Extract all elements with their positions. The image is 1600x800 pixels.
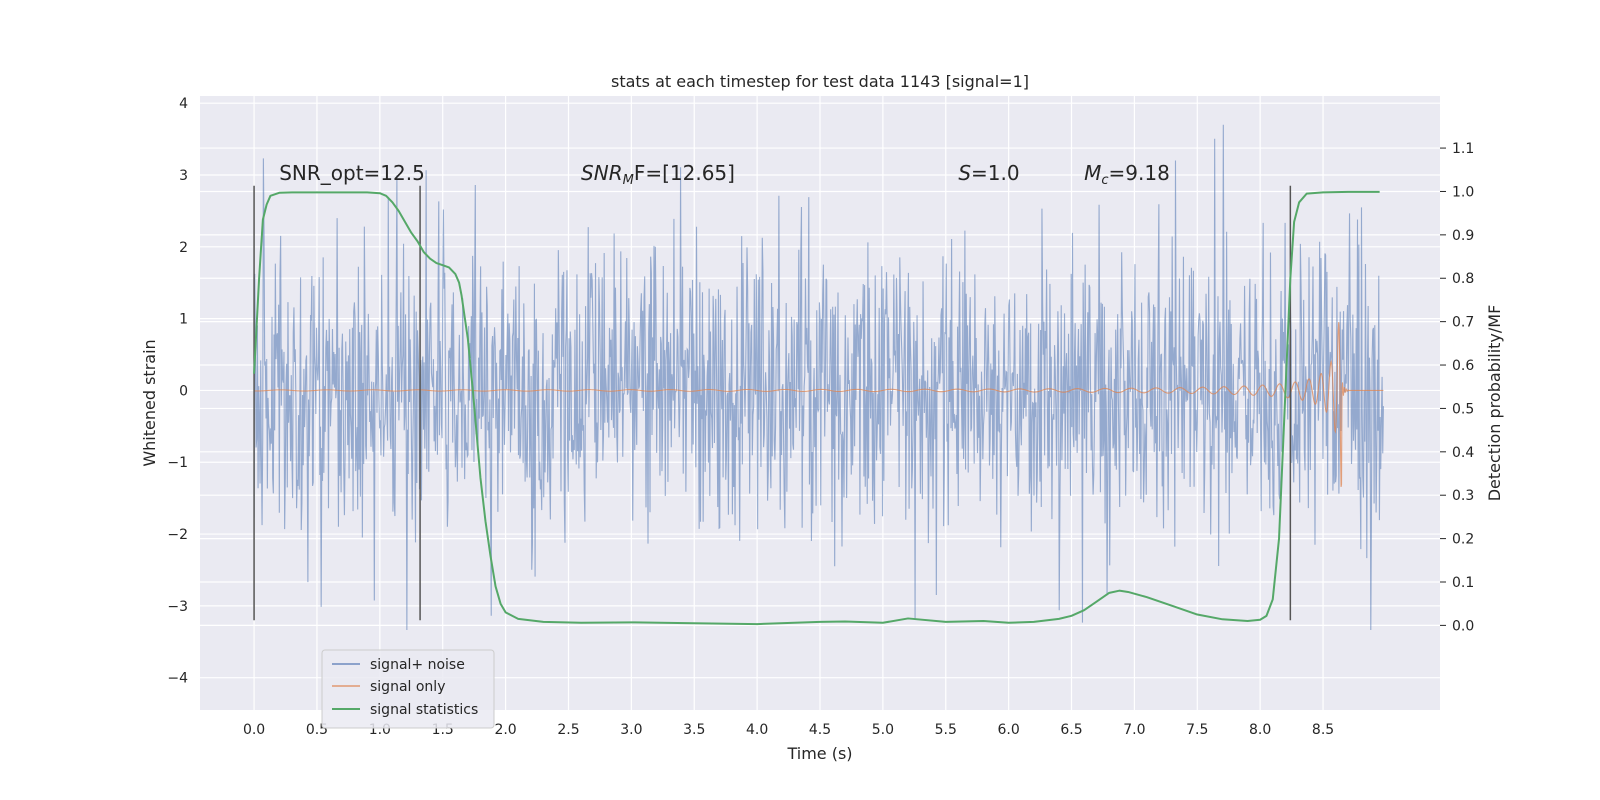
x-tick-label: 8.0: [1249, 722, 1271, 738]
x-tick-label: 5.5: [935, 722, 957, 738]
y2-tick-label: 0.8: [1452, 271, 1474, 287]
vertical-markers: [253, 185, 1292, 621]
annotation-mc: Mc=9.18: [1084, 161, 1170, 188]
x-tick-label: 3.5: [683, 722, 705, 738]
y2-tick-label: 0.1: [1452, 575, 1474, 591]
x-tick-label: 6.5: [1060, 722, 1082, 738]
x-tick-label: 3.0: [620, 722, 642, 738]
annotation-s: S=1.0: [958, 161, 1019, 185]
x-tick-label: 0.0: [243, 722, 265, 738]
statistics-trace: [253, 190, 1380, 626]
y-tick-label: −1: [167, 455, 188, 471]
y-tick-label: −3: [167, 599, 188, 615]
series-signal-plus-noise: [253, 124, 1384, 630]
plot-area: [200, 96, 1440, 710]
y2-tick-label: 0.9: [1452, 228, 1474, 244]
y-axis-label: Whitened strain: [140, 339, 159, 466]
y2-tick-label: 0.2: [1452, 532, 1474, 548]
series-signal-statistics: [253, 190, 1380, 626]
y2-tick-label: 1.1: [1452, 141, 1474, 157]
y2-tick-label: 0.5: [1452, 401, 1474, 417]
legend-box: [321, 649, 495, 729]
x-tick-label: 4.5: [809, 722, 831, 738]
y-tick-label: 3: [179, 168, 188, 184]
x-tick-label: 4.0: [746, 722, 768, 738]
y-tick-label: 0: [179, 383, 188, 399]
y-tick-label: 2: [179, 240, 188, 256]
x-tick-label: 2.5: [557, 722, 579, 738]
y-axis-ticks: −4 −3 −2 −1 0 1 2 3 4: [167, 96, 188, 687]
y2-tick-label: 0.4: [1452, 445, 1474, 461]
y2-axis-label: Detection probability/MF: [1485, 305, 1504, 502]
legend-label-signal-only: signal only: [370, 679, 445, 695]
y2-tick-label: 0.7: [1452, 315, 1474, 331]
annotation-snr-mf: SNRMF=[12.65]: [581, 161, 735, 188]
x-tick-label: 7.0: [1123, 722, 1145, 738]
legend-label-signal-statistics: signal statistics: [370, 702, 478, 718]
y-tick-label: −4: [167, 671, 188, 687]
x-tick-label: 7.5: [1186, 722, 1208, 738]
x-tick-label: 5.0: [872, 722, 894, 738]
series-signal-only: [254, 322, 1384, 488]
noise-trace: [253, 124, 1384, 630]
signal-trace: [254, 322, 1384, 488]
x-tick-label: 2.0: [494, 722, 516, 738]
y-tick-label: −2: [167, 527, 188, 543]
y-tick-label: 4: [179, 96, 188, 112]
x-axis-label: Time (s): [786, 744, 852, 763]
legend-label-signal-plus-noise: signal+ noise: [370, 657, 465, 673]
legend: signal+ noise signal only signal statist…: [321, 649, 495, 729]
y2-tick-label: 0.6: [1452, 358, 1474, 374]
chart-title: stats at each timestep for test data 114…: [611, 72, 1029, 91]
x-tick-label: 8.5: [1312, 722, 1334, 738]
annotation-snr-opt: SNR_opt=12.5: [279, 161, 425, 185]
y2-tick-label: 0.0: [1452, 618, 1474, 634]
y2-axis-ticks: 0.0 0.1 0.2 0.3 0.4 0.5 0.6 0.7 0.8 0.9 1.0 1.1: [1440, 141, 1474, 634]
y2-tick-label: 0.3: [1452, 488, 1474, 504]
x-tick-label: 6.0: [998, 722, 1020, 738]
x-axis-ticks: 0.0 0.5 1.0 1.5 2.0 2.5 3.0 3.5 4.0 4.5 5.0 5.5 6.0 6…: [243, 722, 1334, 738]
y2-tick-label: 1.0: [1452, 184, 1474, 200]
annotations: SNR_opt=12.5 SNRMF=[12.65] S=1.0 Mc=9.18: [279, 161, 1170, 188]
y-tick-label: 1: [179, 312, 188, 328]
